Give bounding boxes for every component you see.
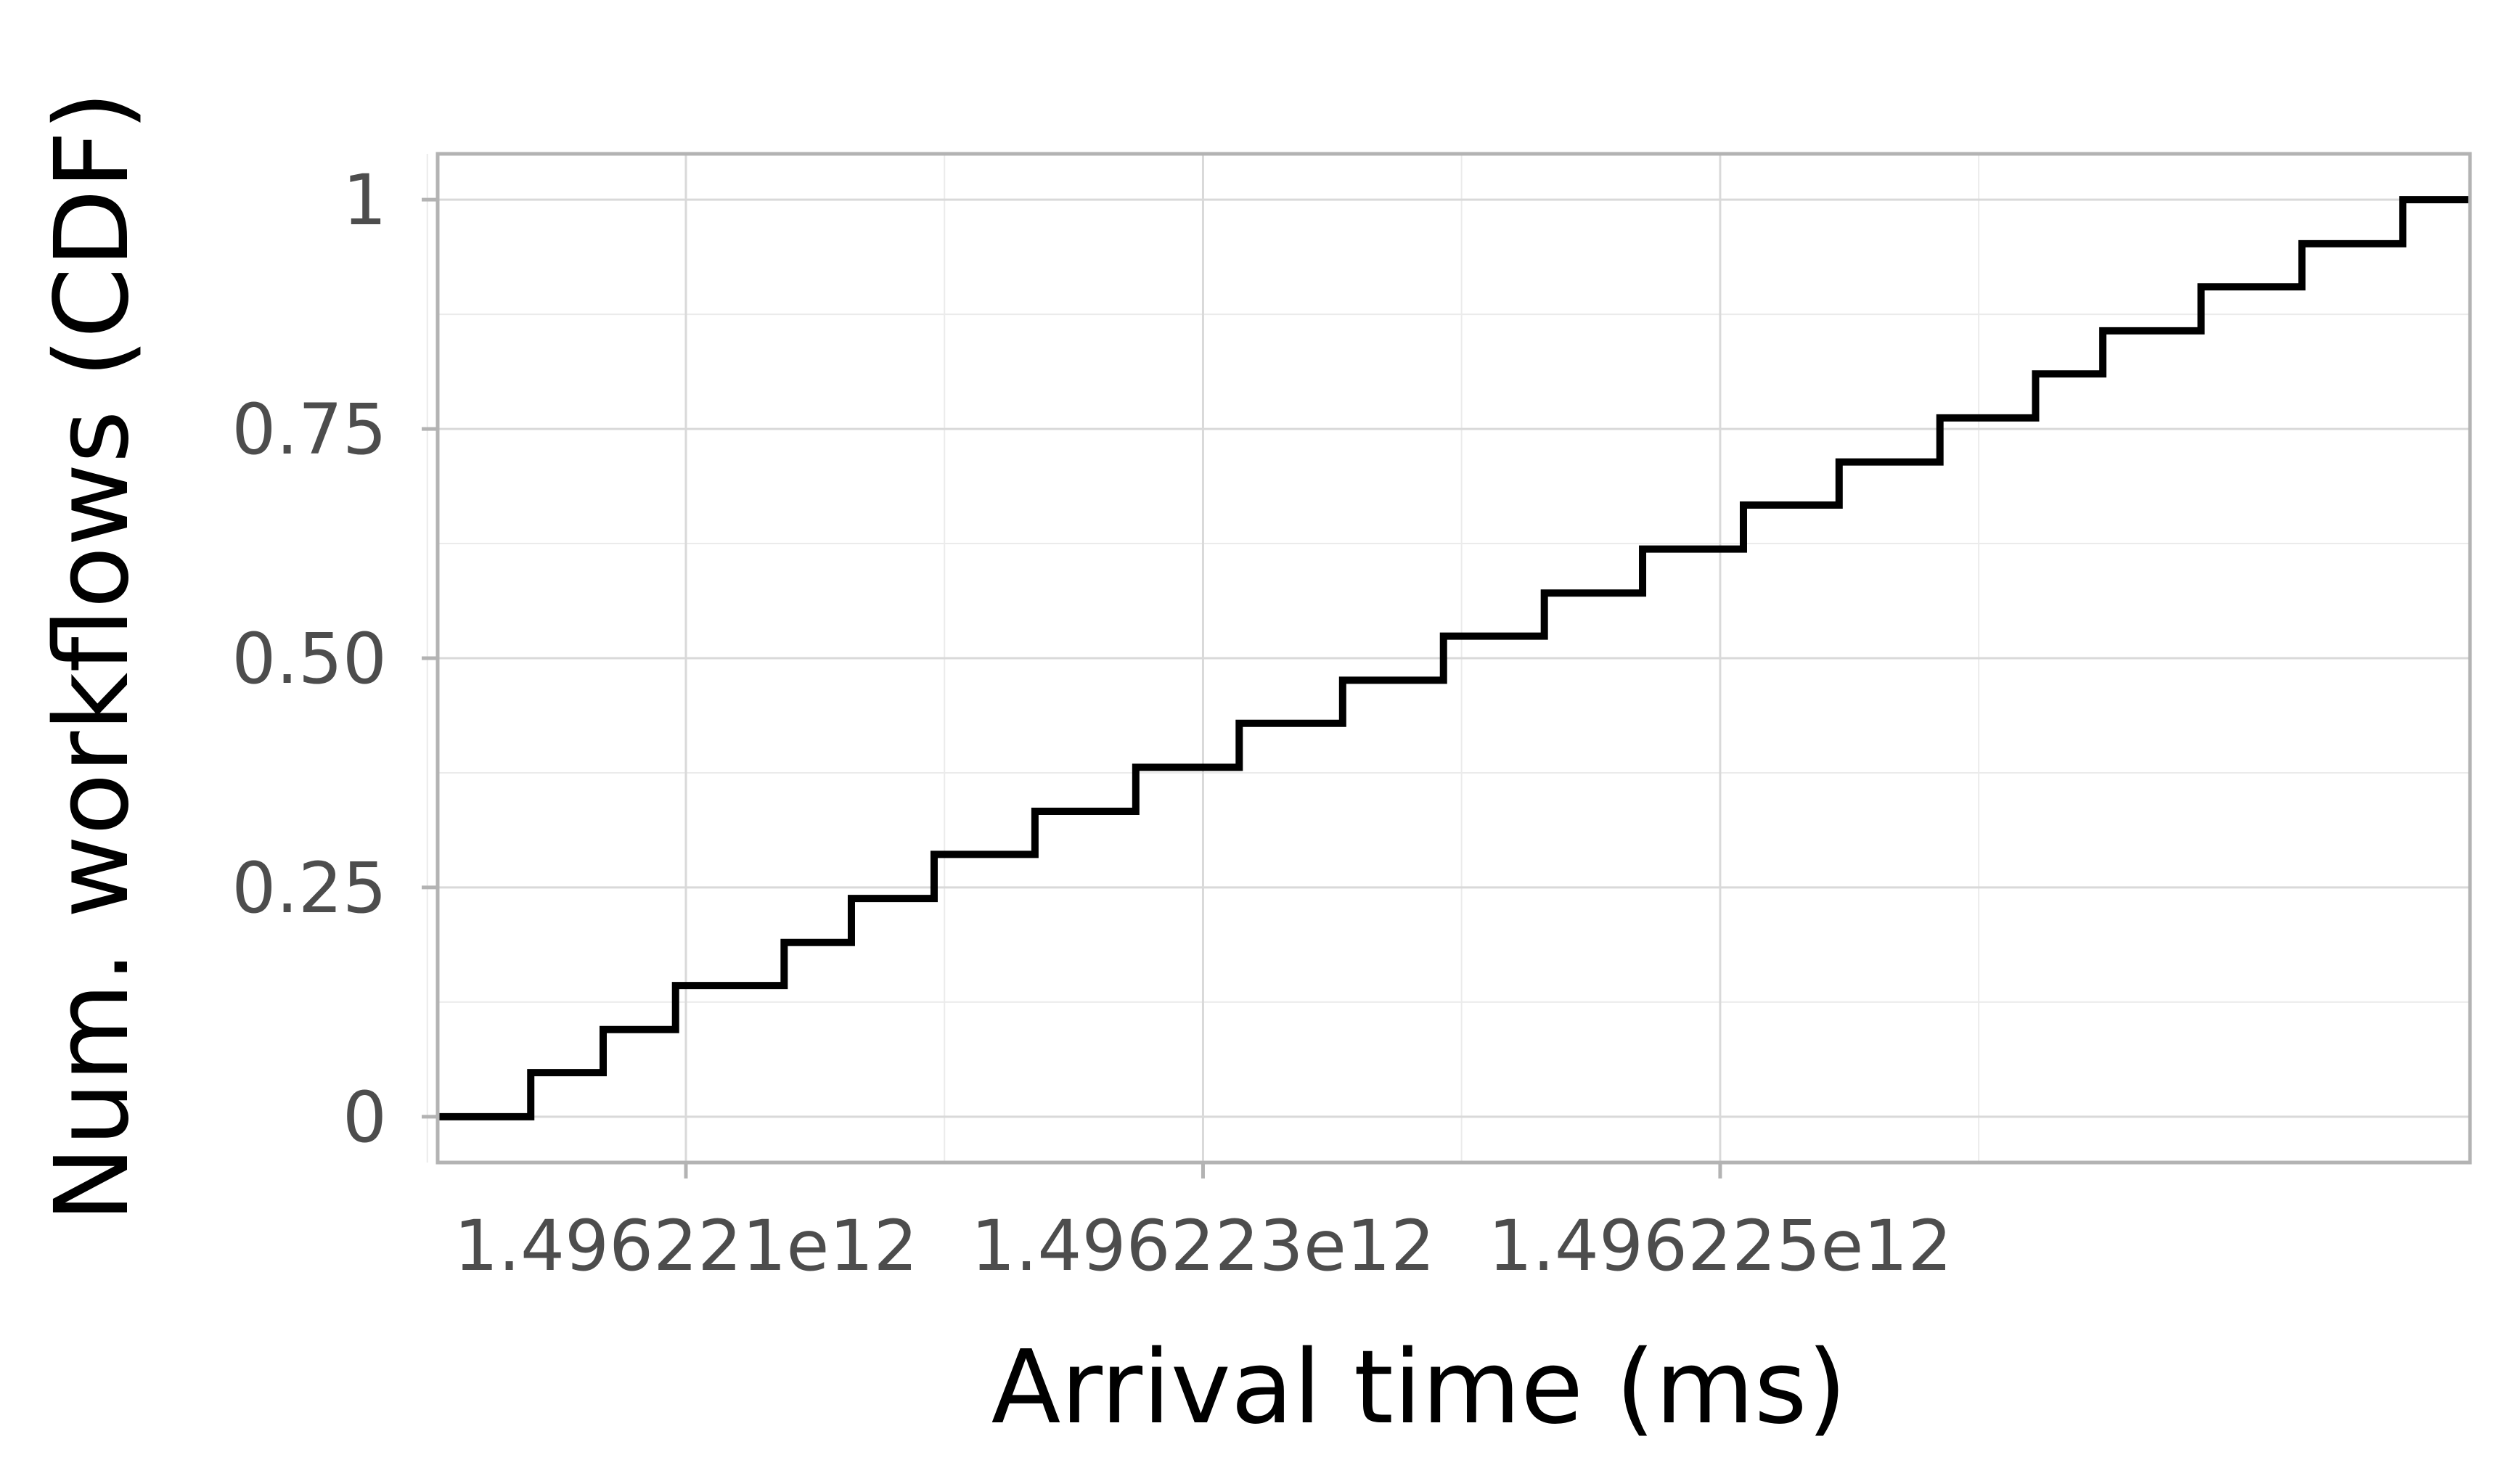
y-tick-label: 0.75 [232, 389, 387, 470]
x-tick-labels: 1.496221e12 1.496223e12 1.496225e12 [454, 1205, 1952, 1287]
axis-ticks [422, 197, 1722, 1178]
y-tick-labels: 0 0.25 0.50 0.75 1 [232, 160, 387, 1158]
major-gridlines [438, 154, 2470, 1163]
cdf-step-line [438, 196, 2470, 1120]
x-axis-title: Arrival time (ms) [991, 1329, 1847, 1447]
x-tick-label: 1.496225e12 [1488, 1205, 1952, 1287]
series-layer [438, 196, 2470, 1120]
y-tick-label: 0 [343, 1077, 387, 1158]
y-tick-label: 0.50 [232, 618, 387, 700]
minor-gridlines [426, 154, 2470, 1163]
y-tick-label: 1 [343, 160, 387, 241]
x-tick-label: 1.496223e12 [971, 1205, 1435, 1287]
y-axis-title: Num. workflows (CDF) [33, 91, 152, 1223]
y-tick-label: 0.25 [232, 848, 387, 929]
x-tick-label: 1.496221e12 [454, 1205, 917, 1287]
